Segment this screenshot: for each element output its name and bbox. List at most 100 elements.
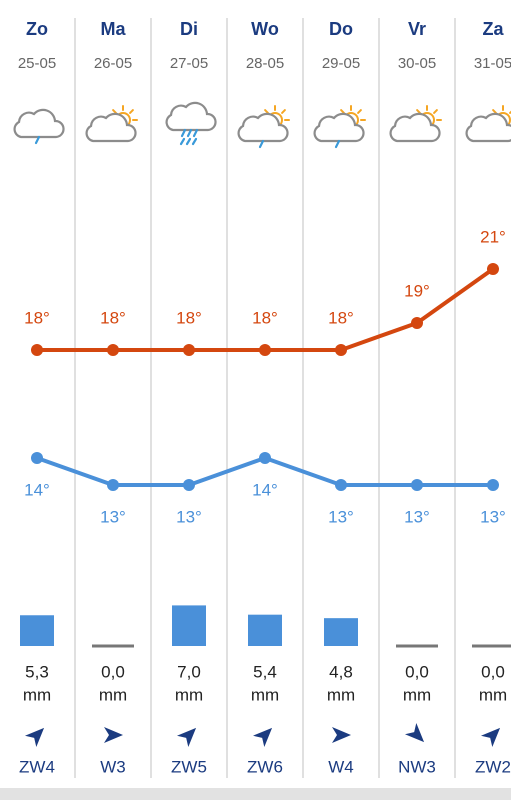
- rain-drop: [186, 128, 193, 138]
- min-temp-label: 13°: [176, 507, 202, 526]
- min-temp-line-point: [31, 452, 43, 464]
- wind: W3: [100, 757, 126, 776]
- rain-drop: [334, 139, 341, 149]
- max-temp-label: 18°: [176, 308, 202, 327]
- arrow-shape: [176, 727, 197, 748]
- cloud: [465, 112, 511, 143]
- rain-unit: mm: [99, 685, 127, 704]
- sun-ray: [281, 109, 286, 114]
- wind-arrow: [480, 727, 501, 748]
- wind: NW3: [398, 757, 436, 776]
- rain-bar: [172, 605, 206, 646]
- date: 31-05: [474, 55, 511, 72]
- weather-icon: [237, 105, 290, 149]
- max-temp-label: 19°: [404, 281, 430, 300]
- max-temp-line-point: [487, 263, 499, 275]
- date: 26-05: [94, 55, 132, 72]
- rain-drop: [180, 128, 187, 138]
- day-name: Za: [482, 19, 504, 39]
- max-temp-label: 18°: [100, 308, 126, 327]
- rain-drop: [192, 128, 199, 138]
- rain-unit: mm: [479, 685, 507, 704]
- wind-arrow: [404, 722, 425, 743]
- rain-bar: [92, 644, 134, 648]
- rain-amount: 4,8: [329, 662, 353, 681]
- sun-ray: [129, 109, 134, 114]
- min-temp-line-point: [183, 479, 195, 491]
- weather-icon: [165, 101, 217, 146]
- rain-drop: [191, 137, 198, 146]
- max-temp-line-point: [335, 344, 347, 356]
- arrow-shape: [480, 727, 501, 748]
- min-temp-line-point: [107, 479, 119, 491]
- wind-arrow: [24, 727, 45, 748]
- weather-icon: [465, 105, 511, 143]
- date: 30-05: [398, 55, 436, 72]
- rain-amount: 5,3: [25, 662, 49, 681]
- sun-ray: [357, 109, 362, 114]
- arrow-shape: [104, 727, 123, 743]
- min-temp-line-point: [487, 479, 499, 491]
- rain-unit: mm: [327, 685, 355, 704]
- max-temp-label: 18°: [252, 308, 278, 327]
- wind-arrow: [104, 727, 123, 743]
- wind-arrow: [332, 727, 351, 743]
- max-temp-line-point: [107, 344, 119, 356]
- date: 28-05: [246, 55, 284, 72]
- arrow-shape: [252, 727, 273, 748]
- date: 27-05: [170, 55, 208, 72]
- sun-ray: [340, 109, 345, 114]
- min-temp-label: 13°: [100, 507, 126, 526]
- wind: ZW6: [247, 757, 283, 776]
- date: 29-05: [322, 55, 360, 72]
- weather-icon: [13, 108, 65, 145]
- day-name: Do: [329, 19, 353, 39]
- rain-drop: [34, 135, 41, 145]
- min-temp-label: 13°: [480, 507, 506, 526]
- sun-ray: [416, 109, 421, 114]
- rain-drop: [185, 137, 192, 146]
- max-temp-label: 21°: [480, 227, 506, 246]
- day-name: Ma: [100, 19, 126, 39]
- min-temp-label: 13°: [404, 507, 430, 526]
- rain-bar: [396, 644, 438, 648]
- day-name: Zo: [26, 19, 48, 39]
- rain-amount: 0,0: [405, 662, 429, 681]
- day-name: Vr: [408, 19, 426, 39]
- rain-bar: [324, 618, 358, 646]
- max-temp-line-point: [411, 317, 423, 329]
- max-temp-label: 18°: [24, 308, 50, 327]
- cloud: [85, 112, 137, 143]
- wind-arrow: [252, 727, 273, 748]
- cloud: [13, 108, 65, 139]
- weather-icon: [389, 105, 442, 143]
- rain-amount: 7,0: [177, 662, 201, 681]
- cloud: [389, 112, 441, 143]
- rain-amount: 5,4: [253, 662, 277, 681]
- arrow-shape: [404, 722, 425, 743]
- weather-icon: [85, 105, 138, 143]
- min-temp-label: 14°: [24, 480, 50, 499]
- rain-unit: mm: [403, 685, 431, 704]
- max-temp-line-point: [259, 344, 271, 356]
- min-temp-line-point: [259, 452, 271, 464]
- sun-ray: [492, 109, 497, 114]
- rain-amount: 0,0: [481, 662, 505, 681]
- day-name: Di: [180, 19, 198, 39]
- rain-unit: mm: [23, 685, 51, 704]
- rain-drop: [179, 137, 186, 146]
- wind: ZW5: [171, 757, 207, 776]
- wind: W4: [328, 757, 354, 776]
- rain-unit: mm: [251, 685, 279, 704]
- weather-icon: [313, 105, 366, 149]
- rain-amount: 0,0: [101, 662, 125, 681]
- day-name: Wo: [251, 19, 279, 39]
- sun-ray: [264, 109, 269, 114]
- wind-arrow: [176, 727, 197, 748]
- max-temp-line-point: [31, 344, 43, 356]
- rain-bar: [20, 615, 54, 646]
- rain-bar: [248, 614, 282, 646]
- sun-ray: [112, 109, 117, 114]
- arrow-shape: [24, 727, 45, 748]
